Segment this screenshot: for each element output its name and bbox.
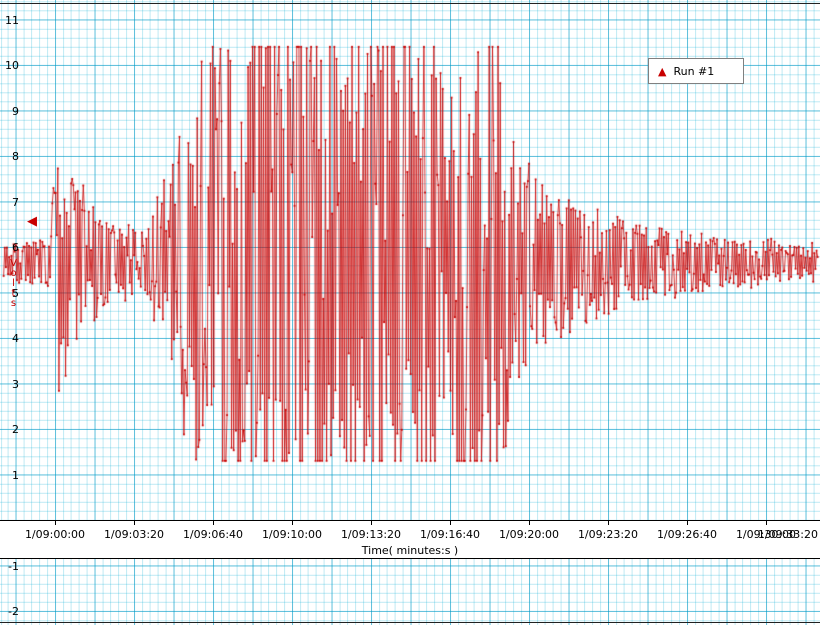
y-tick-label: 7 bbox=[12, 195, 19, 209]
x-tick bbox=[134, 521, 135, 525]
x-tick-label: 1/09:13:20 bbox=[340, 528, 402, 541]
y-tick-label: 1 bbox=[12, 468, 19, 482]
x-tick bbox=[529, 521, 530, 525]
y-tick-label: 6 bbox=[12, 241, 19, 254]
x-tick-label: 1/09:33:20 bbox=[757, 528, 818, 541]
y-tick-label: 11 bbox=[5, 13, 19, 27]
top-border-line bbox=[0, 3, 820, 4]
y-tick-label: 3 bbox=[12, 377, 19, 391]
x-tick bbox=[687, 521, 688, 525]
x-tick bbox=[371, 521, 372, 525]
legend: ▲ Run #1 bbox=[648, 58, 744, 84]
y-tick-label: 4 bbox=[12, 332, 19, 345]
x-tick-label: 1/09:23:20 bbox=[577, 528, 639, 541]
y-tick-label: -2 bbox=[8, 605, 19, 618]
y-tick-label: 5 bbox=[12, 286, 19, 300]
x-tick bbox=[55, 521, 56, 525]
x-tick-label: 1/09:06:40 bbox=[182, 528, 244, 541]
x-axis: 1/09:00:00 1/09:03:20 1/09:06:40 1/09:10:00… bbox=[0, 520, 820, 559]
y-tick-label: 8 bbox=[12, 150, 19, 163]
y-axis-unit-label: Volts bbox=[8, 258, 19, 308]
y-tick-label: 9 bbox=[12, 104, 19, 118]
y-tick-label: -1 bbox=[8, 559, 19, 573]
x-tick-label: 1/09:16:40 bbox=[419, 528, 481, 541]
x-tick-label: 1/09:00:00 bbox=[24, 528, 86, 541]
x-tick bbox=[450, 521, 451, 525]
y-tick-label: 10 bbox=[5, 59, 19, 72]
y-tick-label: 2 bbox=[12, 423, 19, 436]
legend-run1-label: Run #1 bbox=[673, 64, 715, 78]
x-tick-label: 1/09:26:40 bbox=[656, 528, 718, 541]
x-tick-label: 1/09:10:00 bbox=[261, 528, 323, 541]
legend-run1-marker-icon: ▲ bbox=[658, 64, 667, 78]
x-tick bbox=[608, 521, 609, 525]
x-tick bbox=[292, 521, 293, 525]
x-axis-title: Time( minutes:s ) bbox=[361, 544, 459, 557]
x-tick-label: 1/09:03:20 bbox=[103, 528, 165, 541]
x-tick bbox=[213, 521, 214, 525]
x-tick-label: 1/09:20:00 bbox=[498, 528, 560, 541]
x-tick-label: 1/09:30:00 bbox=[735, 528, 797, 541]
x-tick bbox=[766, 521, 767, 525]
bottom-border-line bbox=[0, 622, 820, 623]
level-marker-icon[interactable]: ◀ bbox=[27, 213, 37, 229]
